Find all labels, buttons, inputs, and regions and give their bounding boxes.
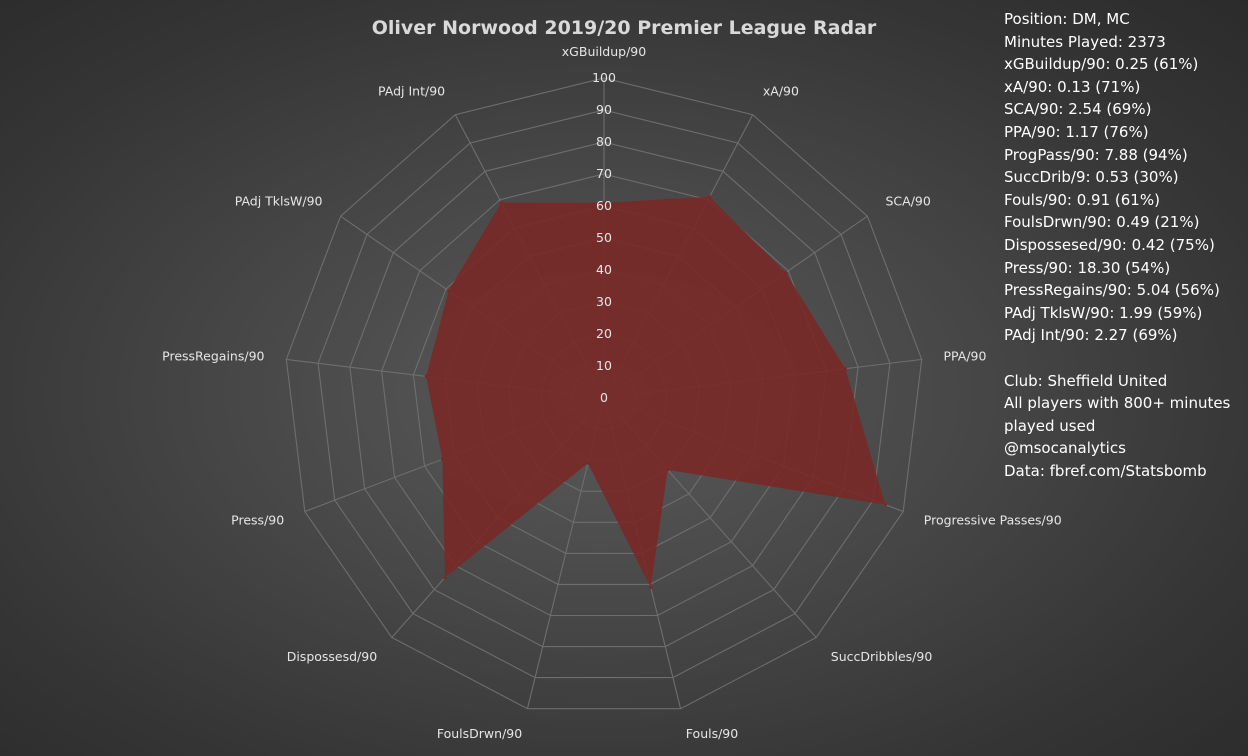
grid-ring: [285, 77, 923, 710]
axis-label: Fouls/90: [686, 726, 738, 741]
stat-line: PPA/90: 1.17 (76%): [1004, 122, 1149, 141]
radar-point: [499, 201, 503, 204]
radar-point: [649, 586, 653, 589]
club-text: Club: Sheffield United: [1004, 371, 1168, 390]
stat-line: Press/90: 18.30 (54%): [1004, 258, 1171, 277]
radar-point: [447, 289, 451, 293]
radar-point: [602, 201, 606, 205]
stat-line: Minutes Played: 2373: [1004, 32, 1166, 51]
radar-area: [426, 196, 886, 588]
author-handle: @msocanalytics: [1004, 439, 1126, 458]
stats-list: Position: DM, MC Minutes Played: 2373 xGBu…: [1004, 8, 1244, 347]
stat-line: Dispossesed/90: 0.42 (75%): [1004, 235, 1215, 254]
axis-label: SCA/90: [886, 193, 931, 208]
axis-label: Dispossesd/90: [287, 649, 378, 664]
stat-line: SCA/90: 2.54 (69%): [1004, 100, 1152, 119]
stat-line: Position: DM, MC: [1004, 10, 1130, 28]
info-panel: Position: DM, MC Minutes Played: 2373 xGBu…: [1004, 8, 1244, 482]
axis-label: PAdj TklsW/90: [235, 193, 323, 208]
radar-point: [883, 503, 887, 507]
stat-line: PAdj Int/90: 2.27 (69%): [1004, 326, 1178, 345]
axis-label: xGBuildup/90: [562, 44, 646, 59]
tick-label: 30: [596, 294, 612, 309]
radar-point: [424, 374, 428, 378]
stat-line: PressRegains/90: 5.04 (56%): [1004, 281, 1220, 300]
radar-point: [784, 271, 788, 275]
tick-label: 90: [596, 102, 612, 117]
axis-label: xA/90: [763, 84, 799, 99]
grid-ring: [317, 109, 891, 679]
radar-point: [586, 461, 590, 465]
axis-label: PressRegains/90: [162, 348, 264, 363]
data-source: Data: fbref.com/Statsbomb: [1004, 461, 1207, 480]
info-spacer: [1004, 347, 1244, 370]
axis-label: PAdj Int/90: [378, 84, 445, 99]
stat-line: Fouls/90: 0.91 (61%): [1004, 190, 1160, 209]
radar-point: [440, 457, 444, 461]
radar-point: [843, 367, 847, 371]
axis-label: Press/90: [231, 513, 284, 528]
tick-label: 70: [596, 166, 612, 181]
axis-label: Progressive Passes/90: [924, 513, 1062, 528]
tick-label: 10: [596, 358, 612, 373]
stat-line: FoulsDrwn/90: 0.49 (21%): [1004, 213, 1200, 232]
chart-title: Oliver Norwood 2019/20 Premier League Ra…: [372, 17, 877, 39]
radar-series: [424, 195, 887, 589]
axis-label: FoulsDrwn/90: [437, 726, 522, 741]
tick-label: 20: [596, 326, 612, 341]
stat-line: PAdj TklsW/90: 1.99 (59%): [1004, 303, 1203, 322]
radar-axis-labels: xGBuildup/90 xA/90 SCA/90 PPA/90 Progressive…: [162, 44, 1062, 741]
radar-point: [443, 576, 447, 580]
stat-line: xA/90: 0.13 (71%): [1004, 77, 1141, 96]
tick-label: 40: [596, 262, 612, 277]
axis-label: SuccDribbles/90: [831, 649, 933, 664]
stat-line: SuccDrib/9: 0.53 (30%): [1004, 168, 1179, 187]
tick-label: 50: [596, 230, 612, 245]
tick-label: 80: [596, 134, 612, 149]
radar-point: [708, 195, 712, 199]
axis-label: PPA/90: [944, 348, 987, 363]
radar-point: [666, 468, 670, 472]
tick-label: 0: [600, 390, 608, 405]
tick-label: 60: [596, 198, 612, 213]
radar-tick-labels: 0 10 20 30 40 50 60 70 80 90 100: [592, 70, 616, 405]
stat-line: ProgPass/90: 7.88 (94%): [1004, 145, 1188, 164]
grid-ring: [349, 141, 859, 648]
stat-line: xGBuildup/90: 0.25 (61%): [1004, 55, 1199, 74]
sample-note: All players with 800+ minutes played use…: [1004, 394, 1231, 435]
tick-label: 100: [592, 70, 616, 85]
